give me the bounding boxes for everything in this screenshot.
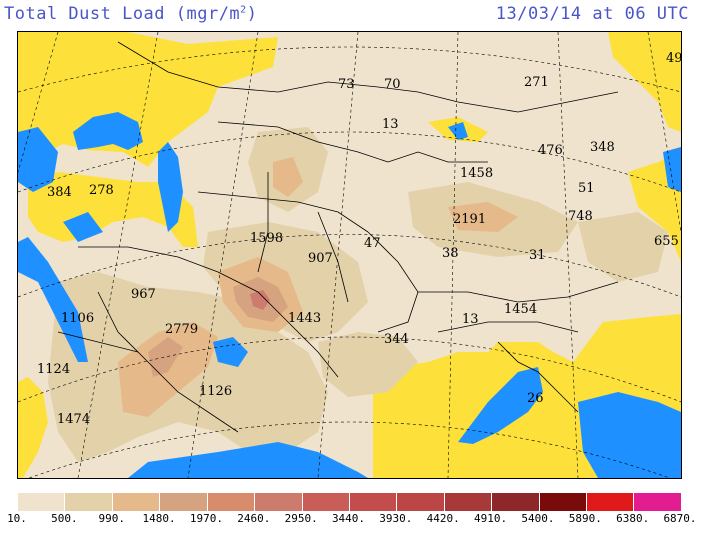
label-value: 476 xyxy=(538,143,563,158)
legend-tick: 500. xyxy=(51,512,78,525)
legend-swatch xyxy=(160,493,207,511)
black-sea xyxy=(73,112,143,150)
label-value: 31 xyxy=(529,248,546,263)
dust-zone-high-taklamakan xyxy=(448,202,518,232)
dust-map: 73 70 271 49 13 476 348 384 278 1458 51 … xyxy=(17,31,682,479)
label-value: 2779 xyxy=(165,322,198,337)
legend-tick: 2950. xyxy=(284,512,318,525)
label-value: 344 xyxy=(384,332,409,347)
label-value: 348 xyxy=(590,140,615,155)
label-value: 384 xyxy=(47,185,72,200)
country-borders xyxy=(57,41,619,433)
label-value: 1443 xyxy=(288,311,321,326)
legend-tick-labels: 10. 500. 990. 1480. 1970. 2460. 2950. 3440. 3930… xyxy=(0,512,711,530)
map-title-close: ) xyxy=(246,4,258,24)
legend-swatch xyxy=(397,493,444,511)
legend-swatch xyxy=(255,493,302,511)
legend-tick: 4420. xyxy=(426,512,460,525)
no-dust-zone-southwest xyxy=(18,377,48,478)
label-value: 70 xyxy=(384,77,401,92)
label-value: 13 xyxy=(382,117,399,132)
caspian-sea xyxy=(158,142,183,232)
label-value: 13 xyxy=(462,312,479,327)
no-dust-zone-northeast xyxy=(608,32,681,132)
label-value: 271 xyxy=(524,75,549,90)
legend-tick: 4910. xyxy=(474,512,508,525)
legend-swatch xyxy=(65,493,112,511)
south-china-sea xyxy=(578,392,681,478)
red-sea xyxy=(18,237,88,362)
dust-zone-peak-core xyxy=(250,290,270,310)
label-value: 47 xyxy=(364,236,381,251)
legend-tick: 10. xyxy=(7,512,27,525)
legend-tick: 3930. xyxy=(379,512,413,525)
map-title-text: Total Dust Load (mgr/m xyxy=(4,4,241,24)
legend-swatch xyxy=(444,493,492,511)
color-legend xyxy=(17,492,682,512)
east-sea xyxy=(663,147,681,192)
label-value: 1124 xyxy=(37,362,70,377)
label-value: 1458 xyxy=(460,166,493,181)
map-title: Total Dust Load (mgr/m2) xyxy=(4,4,257,24)
map-title-exponent: 2 xyxy=(240,4,247,16)
legend-swatch xyxy=(539,493,587,511)
mediterranean-east xyxy=(63,212,103,242)
label-value: 1598 xyxy=(250,231,283,246)
label-value: 655 xyxy=(654,234,679,249)
legend-tick: 3440. xyxy=(331,512,366,525)
map-timestamp: 13/03/14 at 06 UTC xyxy=(495,4,689,24)
legend-swatch xyxy=(112,493,160,511)
legend-swatch xyxy=(302,493,349,511)
dust-map-canvas: 73 70 271 49 13 476 348 384 278 1458 51 … xyxy=(18,32,681,478)
label-value: 748 xyxy=(568,209,593,224)
label-value: 26 xyxy=(527,391,544,406)
legend-tick: 1480. xyxy=(142,512,176,525)
arabian-sea xyxy=(128,442,368,478)
label-value: 1474 xyxy=(57,412,90,427)
label-value: 907 xyxy=(308,251,333,266)
legend-tick: 2460. xyxy=(237,512,271,525)
label-value: 51 xyxy=(578,181,595,196)
legend-swatch xyxy=(634,493,681,511)
legend-swatch xyxy=(207,493,255,511)
legend-tick: 1970. xyxy=(189,512,223,525)
aegean-sea xyxy=(18,127,58,192)
legend-tick: 990. xyxy=(98,512,125,525)
lake-baikal xyxy=(448,122,468,140)
legend-swatch xyxy=(492,493,539,511)
label-value: 1454 xyxy=(504,302,537,317)
legend-tick: 6870. xyxy=(663,512,697,525)
dust-zone-south-asia xyxy=(318,332,418,397)
legend-swatch xyxy=(587,493,634,511)
dust-zone-peak-arabia xyxy=(148,337,183,377)
label-value: 278 xyxy=(89,183,114,198)
graticule xyxy=(18,32,681,478)
label-value: 1126 xyxy=(199,384,232,399)
label-value: 38 xyxy=(442,246,459,261)
dust-zone-high-kazakh xyxy=(273,157,303,197)
bay-of-bengal xyxy=(458,367,543,444)
legend-tick: 5890. xyxy=(568,512,602,525)
legend-tick: 5400. xyxy=(521,512,555,525)
label-value: 967 xyxy=(131,287,156,302)
legend-swatch xyxy=(18,493,65,511)
label-value: 1106 xyxy=(61,311,94,326)
label-value: 2191 xyxy=(453,212,486,227)
legend-swatch xyxy=(349,493,397,511)
persian-gulf xyxy=(213,337,248,367)
label-value: 73 xyxy=(338,77,355,92)
label-value: 49 xyxy=(666,51,681,66)
dust-zone-east xyxy=(578,212,668,282)
legend-tick: 6380. xyxy=(616,512,650,525)
